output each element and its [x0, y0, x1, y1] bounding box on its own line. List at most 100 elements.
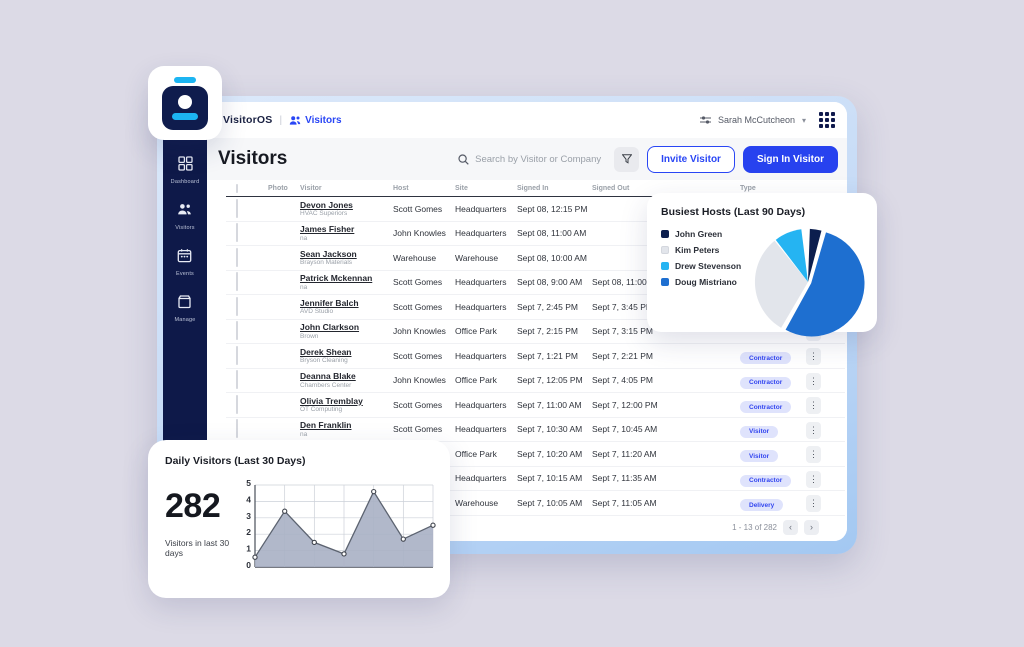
breadcrumb[interactable]: Visitors [289, 115, 342, 126]
visitor-company: na [300, 283, 308, 291]
main-content: Visitors Invite Visitor [207, 138, 847, 541]
id-badge-icon [162, 85, 208, 130]
column-header: Signed Out [592, 184, 630, 192]
daily-visitors-card: Daily Visitors (Last 30 Days) 282 Visito… [148, 440, 450, 598]
type-badge[interactable]: Visitor [740, 450, 779, 463]
busiest-hosts-card: Busiest Hosts (Last 90 Days) John Green K… [647, 193, 877, 337]
sidebar-item-manage[interactable]: Manage [174, 294, 195, 323]
calendar-icon [177, 248, 192, 268]
host-cell: Scott Gomes [393, 277, 443, 288]
site-cell: Headquarters [455, 228, 507, 239]
sidebar-item-label: Events [175, 271, 194, 277]
row-menu-button[interactable]: ⋮ [806, 372, 821, 390]
prev-page-button[interactable]: ‹ [783, 520, 798, 535]
app-launcher-icon[interactable] [819, 112, 835, 128]
type-badge[interactable]: Contractor [740, 376, 792, 389]
pie-legend: John Green Kim Peters Drew Stevenson Doug M… [661, 227, 741, 346]
type-badge[interactable]: Contractor [740, 352, 792, 365]
pie-chart-title: Busiest Hosts (Last 90 Days) [661, 206, 806, 218]
type-badge[interactable]: Contractor [740, 474, 792, 487]
signed-out-cell: Sept 7, 11:35 AM [592, 473, 657, 484]
legend-item: Drew Stevenson [661, 261, 741, 271]
pagination: 1 - 13 of 282 ‹ › [226, 516, 845, 540]
legend-swatch [661, 246, 669, 254]
signed-in-cell: Sept 7, 10:30 AM [517, 424, 583, 435]
row-menu-button[interactable]: ⋮ [806, 348, 821, 366]
visitor-name-link[interactable]: Jennifer Balch [300, 297, 359, 308]
column-header: Type [740, 184, 756, 192]
type-badge[interactable]: Delivery [740, 499, 784, 512]
row-checkbox[interactable] [236, 198, 238, 218]
column-header: Signed In [517, 184, 549, 192]
select-all-checkbox[interactable] [236, 183, 238, 193]
host-cell: John Knowles [393, 326, 446, 337]
row-checkbox[interactable] [236, 419, 238, 439]
table-row: Olivia Tremblay OT Computing Scott Gomes He… [226, 393, 845, 418]
site-cell: Warehouse [455, 497, 499, 508]
select-all-cell [226, 183, 268, 193]
site-cell: Headquarters [455, 424, 507, 435]
page-header: Visitors Invite Visitor [207, 138, 847, 180]
sign-in-visitor-button[interactable]: Sign In Visitor [742, 145, 838, 173]
visitor-name-link[interactable]: Sean Jackson [300, 248, 357, 259]
visitor-name-link[interactable]: Devon Jones [300, 199, 353, 210]
column-header: Host [393, 184, 409, 192]
host-cell: Warehouse [393, 252, 437, 263]
row-checkbox[interactable] [236, 321, 238, 341]
visitor-name-link[interactable]: James Fisher [300, 224, 355, 235]
site-cell: Headquarters [455, 203, 507, 214]
signed-in-cell: Sept 7, 11:00 AM [517, 399, 582, 410]
visitor-name-link[interactable]: Patrick Mckennan [300, 273, 373, 284]
row-checkbox[interactable] [236, 296, 238, 316]
visitor-company: na [300, 430, 308, 438]
visitor-count: 282 [165, 487, 221, 525]
host-cell: Scott Gomes [393, 424, 443, 435]
sliders-icon[interactable] [699, 115, 711, 125]
row-checkbox[interactable] [236, 370, 238, 390]
visitor-name-link[interactable]: John Clarkson [300, 322, 360, 333]
row-menu-button[interactable]: ⋮ [806, 397, 821, 415]
row-checkbox[interactable] [236, 272, 238, 292]
row-menu-button[interactable]: ⋮ [806, 495, 821, 513]
host-cell: Scott Gomes [393, 301, 443, 312]
badge-clip-icon [174, 76, 196, 83]
type-badge[interactable]: Contractor [740, 401, 792, 414]
svg-text:4: 4 [246, 494, 251, 504]
brand-name: VisitorOS [223, 114, 273, 126]
sidebar-item-visitors[interactable]: Visitors [175, 202, 195, 231]
visitor-company: na [300, 234, 308, 242]
table-row: Den Franklin na Scott Gomes Headquarters Sep… [226, 417, 845, 442]
signed-out-cell: Sept 7, 3:15 PM [592, 326, 653, 337]
filter-button[interactable] [614, 146, 640, 172]
search-input[interactable] [475, 153, 604, 165]
svg-text:3: 3 [246, 511, 251, 521]
signed-out-cell: Sept 7, 12:00 PM [592, 399, 658, 410]
row-menu-button[interactable]: ⋮ [806, 446, 821, 464]
next-page-button[interactable]: › [804, 520, 819, 535]
visitor-company: Bryson Cleaning [300, 357, 348, 365]
row-checkbox[interactable] [236, 247, 238, 267]
app-logo-card [148, 66, 222, 140]
visitor-company: AVD Studio [300, 308, 334, 316]
legend-item: Kim Peters [661, 245, 741, 255]
search-icon [458, 153, 469, 165]
signed-in-cell: Sept 08, 9:00 AM [517, 277, 583, 288]
visitor-name-link[interactable]: Deanna Blake [300, 371, 356, 382]
sidebar-item-events[interactable]: Events [176, 248, 194, 277]
user-menu[interactable]: Sarah McCutcheon [717, 115, 795, 125]
visitor-name-link[interactable]: Den Franklin [300, 420, 352, 431]
invite-visitor-button[interactable]: Invite Visitor [647, 145, 735, 173]
visitor-name-link[interactable]: Derek Shean [300, 346, 352, 357]
signed-in-cell: Sept 7, 10:20 AM [517, 448, 583, 459]
type-badge[interactable]: Visitor [740, 425, 779, 438]
sidebar-item-dashboard[interactable]: Dashboard [171, 156, 200, 185]
legend-label: Kim Peters [675, 245, 720, 255]
visitor-name-link[interactable]: Olivia Tremblay [300, 395, 363, 406]
chevron-down-icon[interactable]: ▾ [801, 115, 806, 125]
row-checkbox[interactable] [236, 345, 238, 365]
row-checkbox[interactable] [236, 394, 238, 414]
signed-in-cell: Sept 08, 10:00 AM [517, 252, 587, 263]
row-menu-button[interactable]: ⋮ [806, 470, 821, 488]
row-checkbox[interactable] [236, 223, 238, 243]
row-menu-button[interactable]: ⋮ [806, 421, 821, 439]
